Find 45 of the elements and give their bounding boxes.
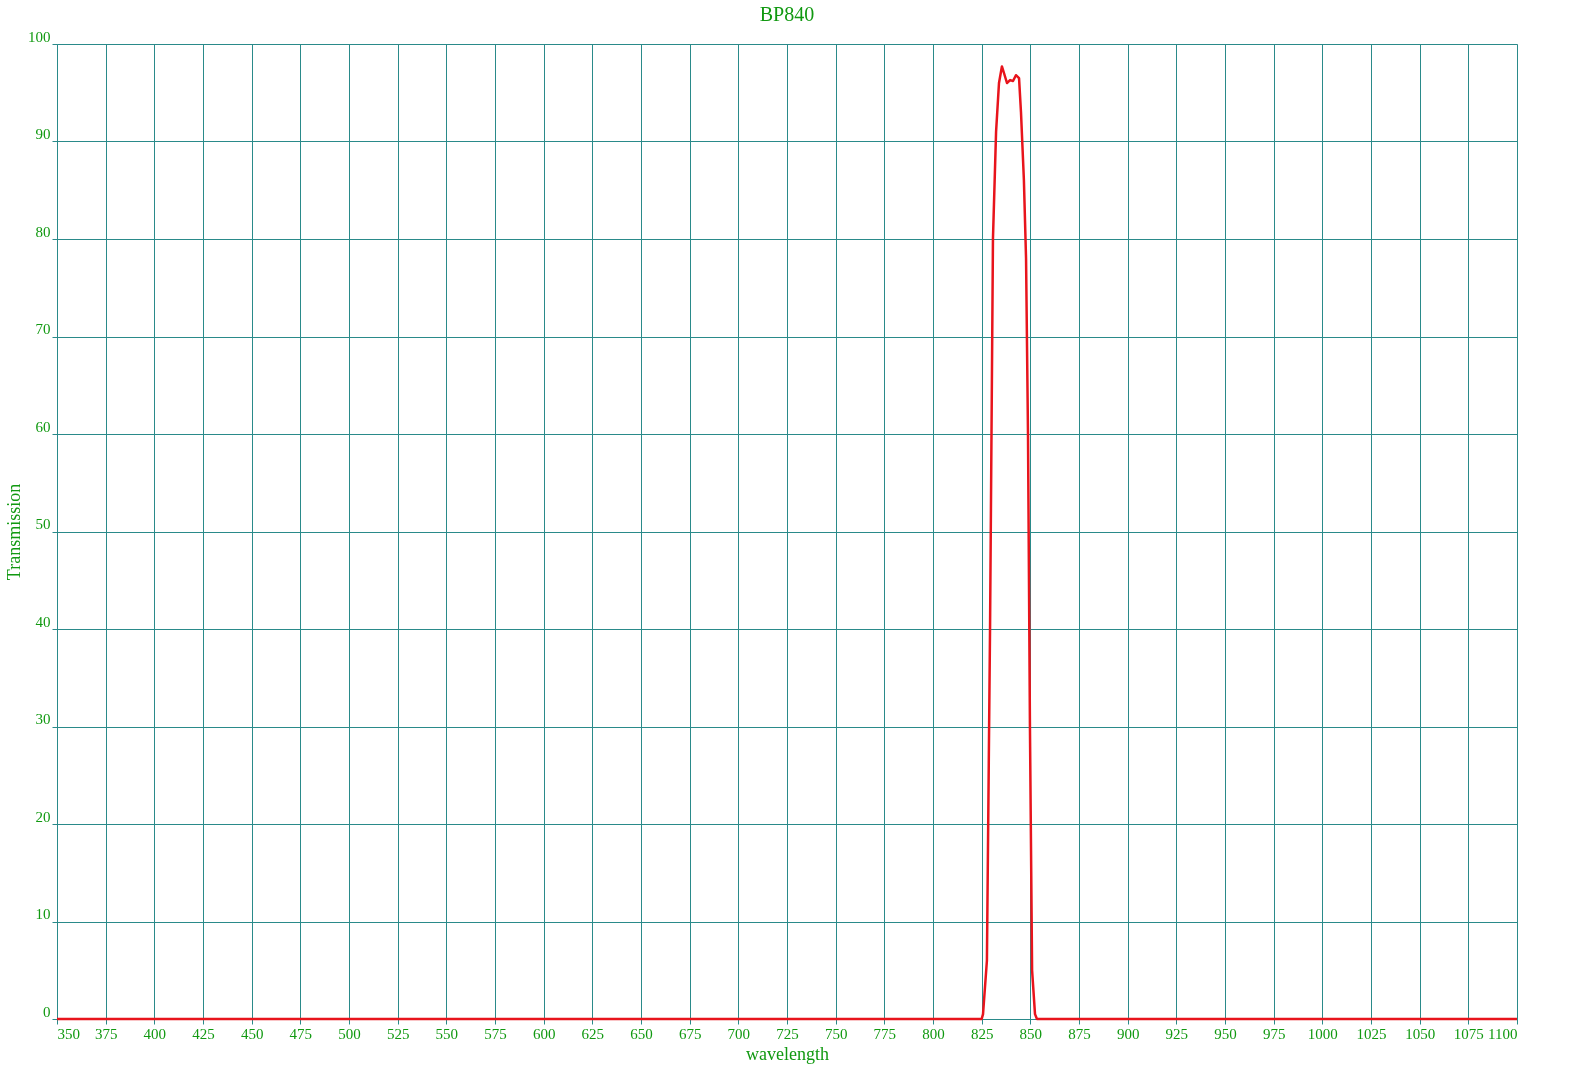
x-tick-label: 525 [386,1025,410,1042]
x-tick-label: 975 [1262,1025,1286,1042]
x-tick-label: 875 [1068,1025,1091,1042]
x-tick-label: 900 [1116,1025,1140,1042]
x-tick-label: 1000 [1307,1025,1338,1042]
x-tick-label: 675 [678,1025,702,1042]
x-tick-label: 825 [970,1025,994,1042]
y-tick-label: 80 [35,223,51,240]
x-tick-label: 650 [630,1025,653,1042]
x-tick-label: 425 [192,1025,215,1042]
x-tick-label: 850 [1019,1025,1043,1042]
x-axis-title: wavelength [746,1043,829,1064]
y-tick-label: 0 [43,1003,51,1020]
x-tick-label: 725 [776,1025,799,1042]
x-tick-label: 700 [727,1025,751,1042]
x-tick-label: 800 [922,1025,945,1042]
y-axis-title: Transmission [4,483,24,581]
x-tick-label: 500 [338,1025,361,1042]
x-tick-label: 600 [532,1025,556,1042]
y-tick-label: 100 [28,28,51,45]
x-tick-label: 750 [824,1025,848,1042]
y-tick-label: 70 [35,321,51,337]
y-tick-label: 30 [35,711,51,727]
x-tick-label: 625 [581,1025,605,1042]
y-tick-label: 50 [35,516,51,532]
y-tick-label: 40 [35,613,51,630]
x-tick-label: 400 [143,1025,167,1042]
x-tick-label: 450 [240,1025,264,1042]
x-tick-label: 775 [873,1025,897,1042]
y-tick-label: 90 [35,126,51,142]
x-tick-label: 1075 [1453,1025,1484,1042]
y-tick-label: 60 [35,418,51,435]
x-tick-label: 950 [1214,1025,1237,1042]
y-tick-label: 10 [35,906,51,922]
x-tick-label: 1050 [1405,1025,1436,1042]
chart-title: BP840 [759,3,815,25]
x-tick-label: 475 [289,1025,313,1042]
x-tick-label: 550 [435,1025,459,1042]
x-tick-label: 1025 [1356,1025,1387,1042]
x-tick-label: 925 [1165,1025,1189,1042]
x-tick-label: 350 [57,1025,80,1042]
y-tick-label: 20 [35,808,51,825]
x-tick-label: 575 [484,1025,507,1042]
x-tick-label: 1100 [1488,1025,1518,1042]
x-tick-label: 375 [94,1025,118,1042]
